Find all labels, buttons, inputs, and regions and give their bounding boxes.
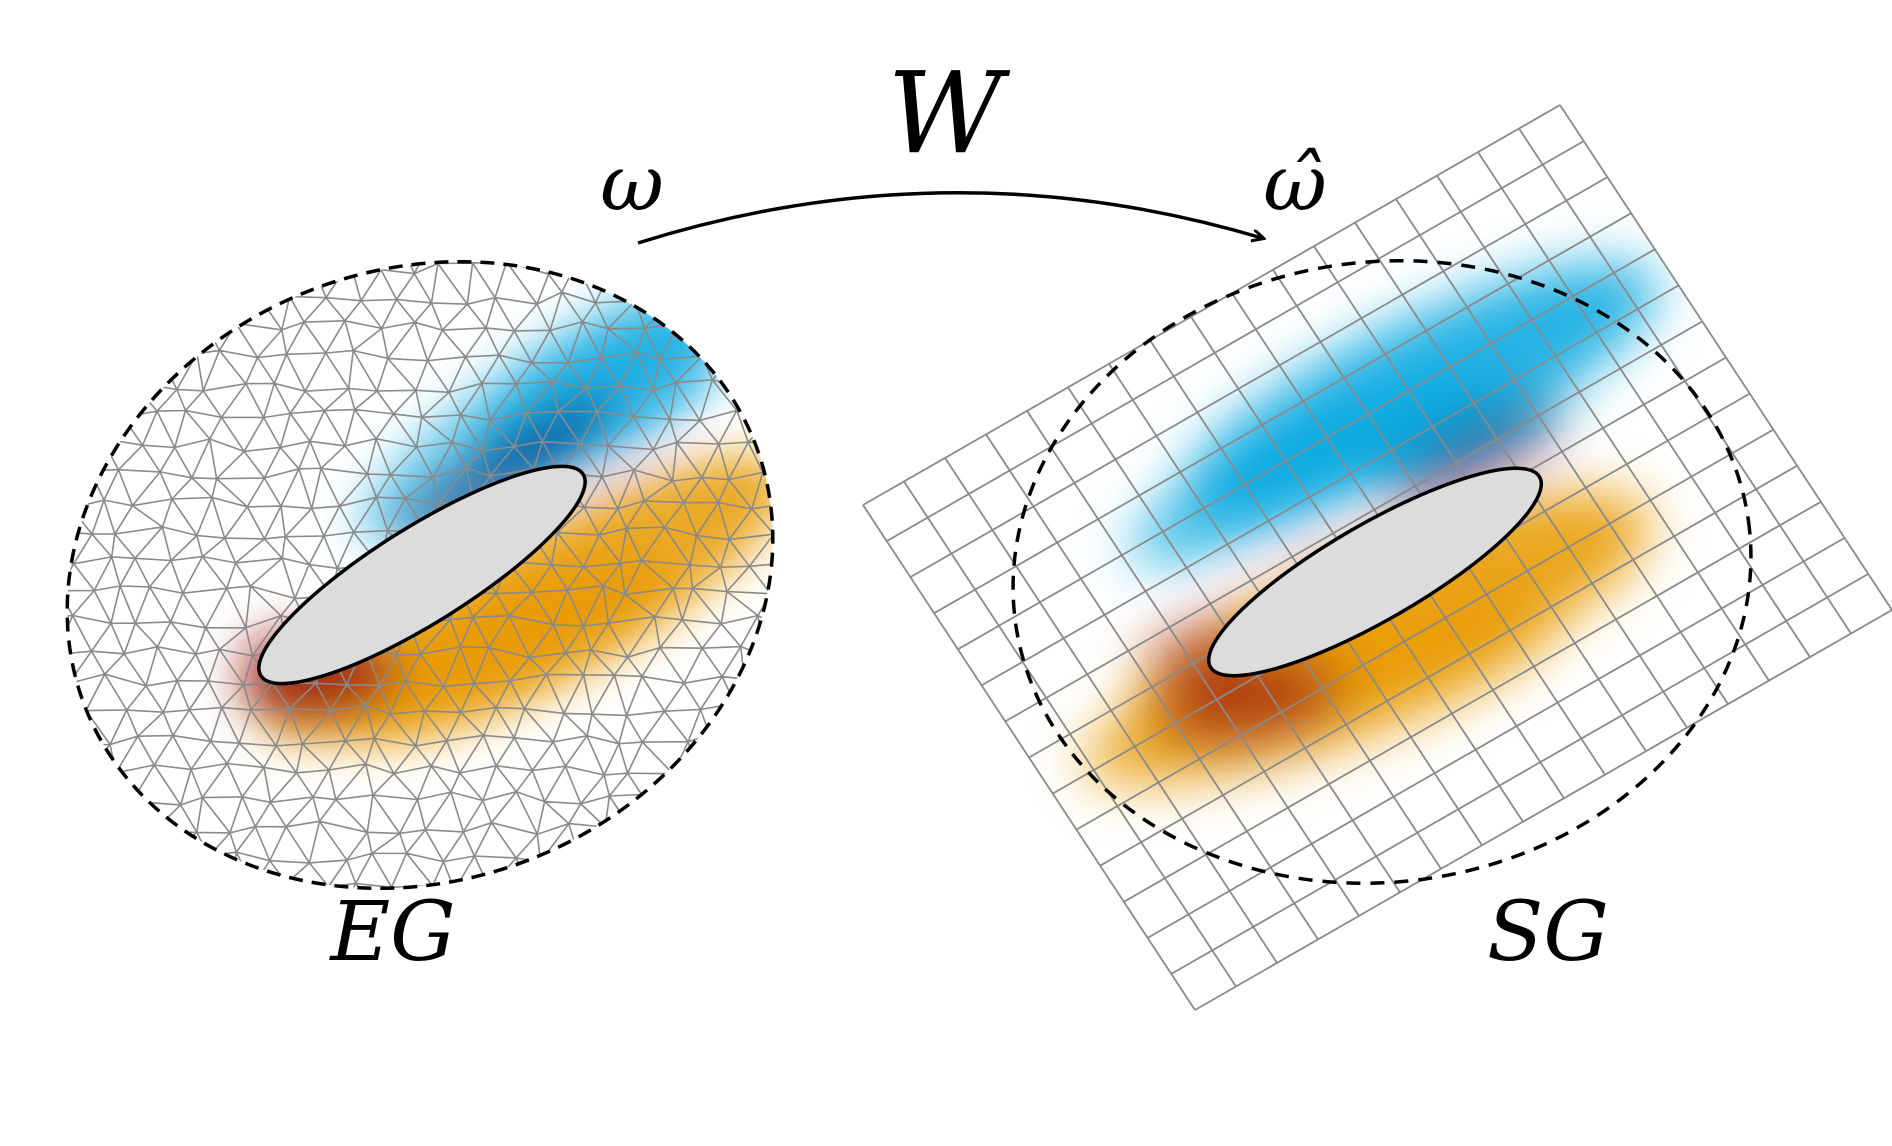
left-grid-label: EG (328, 885, 455, 980)
map-label: W (887, 49, 1010, 179)
triangular-mesh (11, 173, 869, 993)
right-grid-label: SG (1487, 885, 1609, 980)
left-outer-boundary (65, 259, 775, 891)
source-label: ω (600, 139, 664, 229)
right-domain (862, 104, 1892, 1011)
target-label: ω̂ (1263, 139, 1327, 229)
right-dashed-boundary (1011, 258, 1753, 886)
curved-arrow-icon (637, 191, 1262, 245)
left-airfoil-body (257, 464, 587, 686)
left-domain (11, 173, 869, 993)
right-vorticity-blob (1385, 400, 1565, 510)
right-airfoil-body (1206, 466, 1544, 678)
mesh-edges (11, 173, 869, 993)
right-vorticity-blob (1127, 374, 1493, 566)
